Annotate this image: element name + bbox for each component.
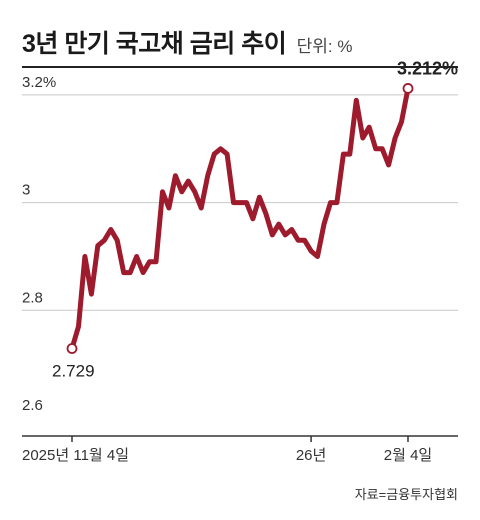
- series-line: [69, 85, 411, 351]
- y-tick-label: 3: [22, 182, 30, 199]
- data-point-marker: [402, 83, 414, 94]
- y-tick-label: 2.6: [22, 397, 43, 414]
- y-tick-label: 3.2%: [22, 74, 56, 91]
- x-axis: 2025년 11월 4일 26년 2월 4일: [22, 435, 458, 464]
- title-divider: [22, 66, 458, 68]
- y-tick-label: 2.8: [22, 289, 43, 306]
- unit-label: 단위: %: [296, 37, 353, 56]
- end-value-label: 3.212%: [397, 58, 458, 78]
- y-axis-ticks: 3.2% 3 2.8 2.6: [22, 74, 56, 414]
- source-note: 자료=금융투자협회: [354, 487, 458, 502]
- x-tick-label: 2025년 11월 4일: [22, 447, 129, 464]
- series: [69, 85, 411, 351]
- data-point-marker: [66, 343, 78, 354]
- title-row: 3년 만기 국고채 금리 추이 단위: %: [22, 24, 353, 58]
- annotations: 2.729 3.212%: [52, 58, 458, 380]
- x-tick-label: 26년: [296, 447, 327, 464]
- x-tick-label: 2월 4일: [384, 447, 432, 464]
- start-value-label: 2.729: [52, 362, 95, 381]
- chart-title: 3년 만기 국고채 금리 추이: [22, 30, 287, 58]
